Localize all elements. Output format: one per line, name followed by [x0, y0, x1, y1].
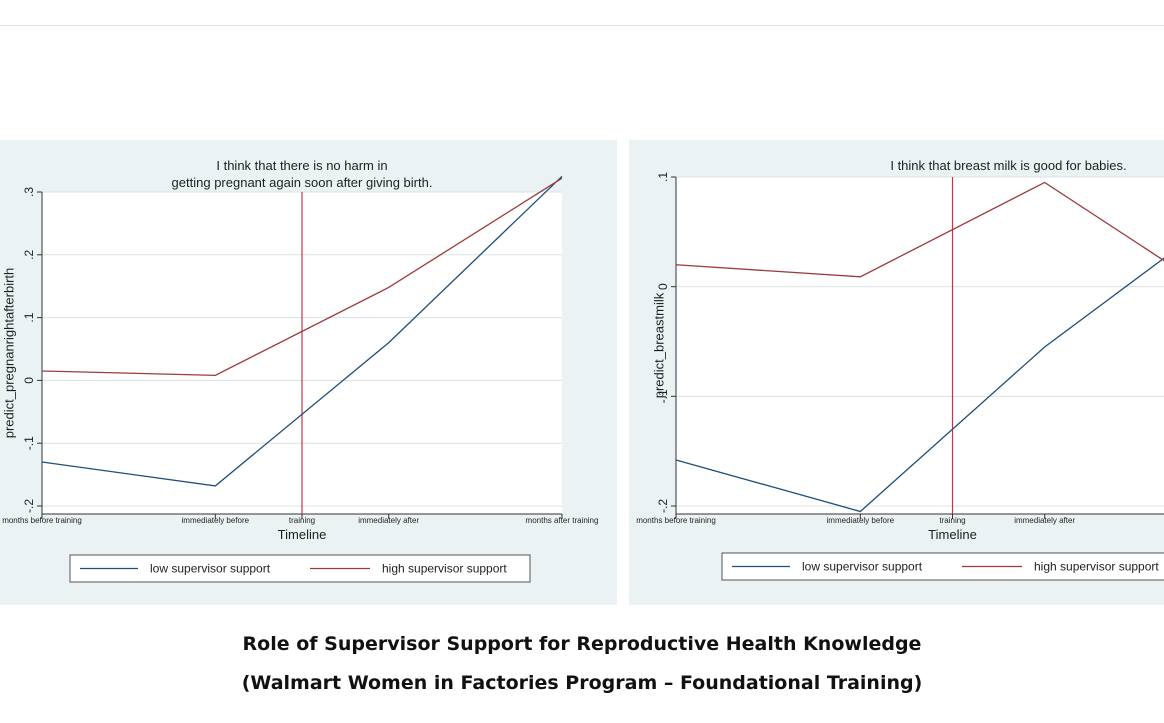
- top-divider: [0, 25, 1164, 26]
- x-tick-label: months before training: [2, 516, 82, 525]
- legend-label-high: high supervisor support: [1034, 560, 1159, 574]
- x-axis-label: Timeline: [278, 527, 327, 542]
- y-tick-label: .3: [22, 187, 36, 197]
- y-tick-label: -.1: [656, 389, 670, 403]
- x-tick-label: months after training: [526, 516, 599, 525]
- y-axis-label: predict_breastmilk: [651, 292, 666, 398]
- y-tick-label: .1: [656, 172, 670, 182]
- x-tick-label: immediately before: [182, 516, 250, 525]
- x-tick-label: immediately before: [827, 516, 895, 525]
- x-tick-label: training: [289, 516, 315, 525]
- chart-title: I think that breast milk is good for bab…: [890, 158, 1126, 173]
- chart-panel-breastmilk: -.2 -.1 0 .1 months before training immediate…: [629, 140, 1164, 605]
- y-tick-label: -.1: [22, 436, 36, 450]
- y-tick-label: .1: [22, 312, 36, 322]
- chart-breastmilk: -.2 -.1 0 .1 months before training immediate…: [636, 158, 1164, 581]
- legend-box: [69, 554, 531, 583]
- chart-panel-pregnancy: -.2 -.1 0 .1 .2 .3 months before training immed…: [0, 140, 617, 605]
- legend-label-high: high supervisor support: [382, 562, 507, 576]
- y-tick-label: -.2: [22, 499, 36, 513]
- y-axis-label: predict_pregnanrightafterbirth: [1, 268, 16, 439]
- legend-label-low: low supervisor support: [150, 562, 271, 576]
- series-low-supervisor-support: [41, 175, 563, 487]
- legend-box: [721, 552, 1164, 581]
- series-high-supervisor-support: [41, 177, 563, 377]
- y-tick-label: -.2: [656, 499, 670, 513]
- chart-pregnancy: -.2 -.1 0 .1 .2 .3 months before training immed…: [1, 158, 599, 583]
- y-tick-label: 0: [656, 283, 670, 290]
- y-tick-label: .2: [22, 249, 36, 259]
- legend-label-low: low supervisor support: [802, 560, 923, 574]
- x-tick-label: months before training: [636, 516, 716, 525]
- chart-title: I think that there is no harm in: [216, 158, 387, 173]
- figure-caption-title: Role of Supervisor Support for Reproduct…: [242, 633, 922, 655]
- x-tick-label: training: [939, 516, 965, 525]
- x-tick-label: immediately after: [358, 516, 419, 525]
- figure-caption-subtitle: (Walmart Women in Factories Program – Fo…: [241, 672, 923, 694]
- series-high-supervisor-support: [675, 181, 1164, 278]
- x-axis-label: Timeline: [928, 527, 977, 542]
- chart-title: getting pregnant again soon after giving…: [172, 175, 433, 190]
- series-low-supervisor-support: [675, 257, 1164, 513]
- y-tick-label: 0: [22, 377, 36, 384]
- x-tick-label: immediately after: [1014, 516, 1075, 525]
- plot-area: [676, 177, 1164, 514]
